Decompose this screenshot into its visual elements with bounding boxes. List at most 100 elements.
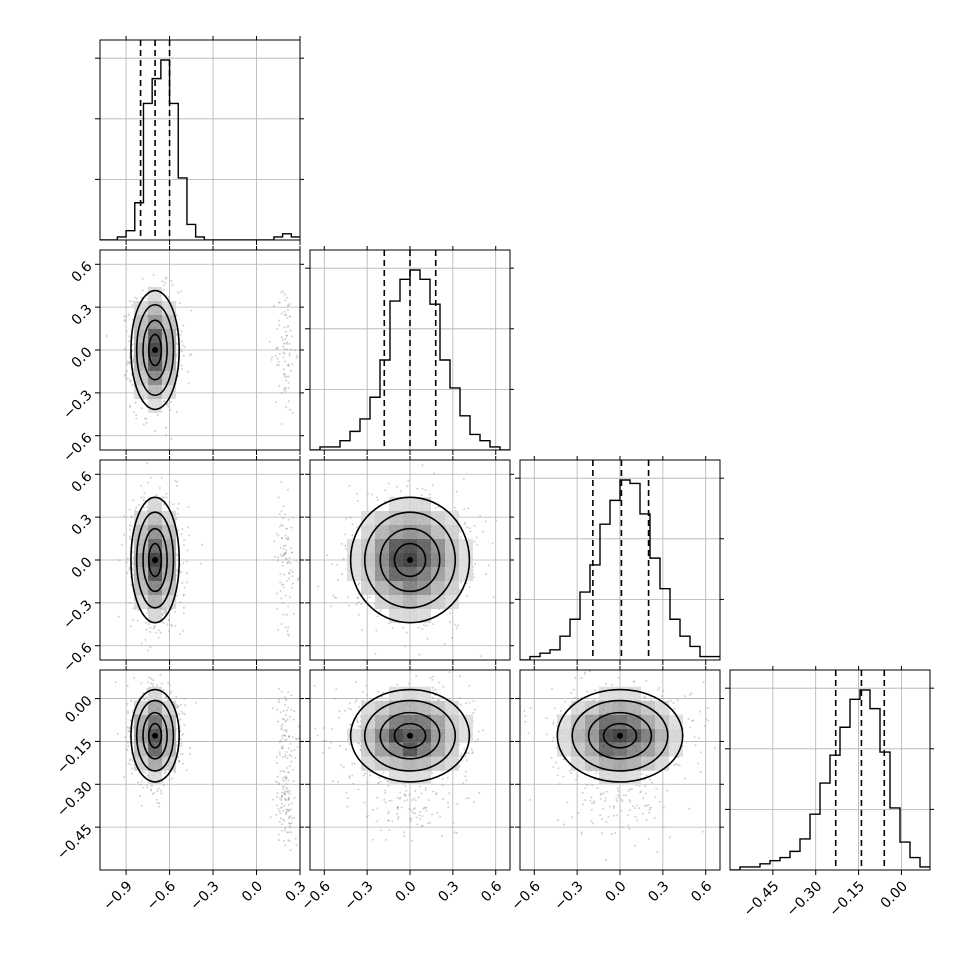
scatter-point [163,284,166,287]
scatter-point-outlier [285,698,288,701]
scatter-point-outlier [280,481,283,484]
scatter-point-outlier [292,612,295,615]
scatter-point-outlier [282,613,285,616]
scatter-point [417,626,420,629]
scatter-point-outlier [279,553,282,556]
scatter-point [169,401,172,404]
scatter-point-outlier [276,762,279,765]
density-cell [389,553,403,567]
scatter-point [150,677,153,680]
scatter-point [126,702,129,705]
scatter-point-outlier [289,848,292,851]
scatter-point [153,624,156,627]
scatter-point-outlier [282,505,285,508]
scatter-point [185,572,188,575]
scatter-point-outlier [284,551,287,554]
scatter-point-outlier [286,317,289,320]
hist-bar [126,231,135,240]
scatter-point [139,783,142,786]
scatter-point-outlier [282,602,285,605]
density-cell [431,581,445,595]
scatter-point-outlier [284,813,287,816]
density-cell [403,567,417,581]
scatter-point [123,515,126,518]
density-cell [148,609,163,623]
scatter-point-outlier [285,799,288,802]
scatter-point [140,296,143,299]
scatter-point [376,498,379,501]
scatter-point-outlier [282,734,285,737]
scatter-point-outlier [280,510,283,513]
scatter-point-outlier [287,798,290,801]
hist-bar [161,60,170,240]
scatter-point-outlier [287,538,290,541]
scatter-point [158,486,161,489]
scatter-point [125,561,128,564]
contour-level-2 [135,699,175,772]
scatter-point [176,480,179,483]
density-cell [148,357,163,371]
scatter-point-outlier [284,386,287,389]
scatter-point-outlier [287,400,290,403]
scatter-point-outlier [283,804,286,807]
scatter-point-outlier [284,734,287,737]
scatter-point [179,718,182,721]
scatter-point-outlier [297,577,300,580]
scatter-point-outlier [285,296,288,299]
scatter-point-outlier [291,335,294,338]
scatter-point [375,496,378,499]
density-cell [403,581,417,595]
scatter-panel-2-0 [95,456,304,665]
scatter-point [369,774,372,777]
scatter-point [336,563,339,566]
scatter-point-outlier [284,337,287,340]
mode-marker [152,557,159,563]
scatter-point [150,789,153,792]
scatter-point [149,682,152,685]
scatter-point [476,543,479,546]
scatter-point [180,533,183,536]
scatter-point-outlier [285,783,288,786]
contour-level-2 [363,511,457,609]
scatter-point [170,280,173,283]
scatter-point [481,729,484,732]
scatter-point [331,728,334,731]
scatter-point-outlier [288,571,291,574]
scatter-point [131,567,134,570]
scatter-point-outlier [282,345,285,348]
scatter-point [125,330,128,333]
scatter-point [465,759,468,762]
scatter-point-outlier [289,831,292,834]
scatter-point-outlier [293,748,296,751]
scatter-point [178,302,181,305]
scatter-point [175,517,178,520]
scatter-point-outlier [290,708,293,711]
scatter-point-outlier [280,795,283,798]
scatter-point [161,280,164,283]
scatter-point-outlier [289,808,292,811]
scatter-point [164,771,167,774]
scatter-point-outlier [282,351,285,354]
hist-bar [143,103,152,240]
scatter-point [348,777,351,780]
scatter-point [415,675,418,678]
scatter-point [176,594,179,597]
density-cell [403,511,417,525]
scatter-point-outlier [278,324,281,327]
scatter-point-outlier [285,527,288,530]
density-cell [445,539,459,553]
scatter-point [326,554,329,557]
scatter-point-outlier [283,696,286,699]
scatter-point [478,792,481,795]
scatter-point-outlier [284,387,287,390]
scatter-point [131,551,134,554]
scatter-point [163,503,166,506]
scatter-point-outlier [284,376,287,379]
density-cell [148,329,163,343]
scatter-point-outlier [281,785,284,788]
scatter-point-outlier [281,536,284,539]
scatter-point [344,545,347,548]
density-cell [417,511,431,525]
density-cell [148,595,163,609]
scatter-point [132,355,135,358]
